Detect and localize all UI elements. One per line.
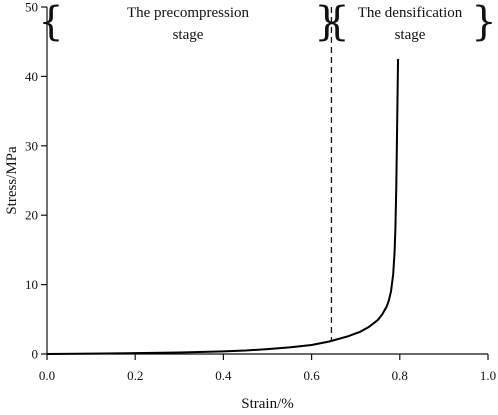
x-tick-label: 0.2 <box>127 368 143 383</box>
x-tick-label: 1.0 <box>480 368 496 383</box>
precompression-stage-label-line2: stage <box>173 27 204 43</box>
x-tick-label: 0.6 <box>303 368 320 383</box>
y-tick-label: 30 <box>25 138 38 153</box>
x-axis-ticks: 0.0 0.2 0.4 0.6 0.8 1.0 <box>39 354 496 383</box>
chart-axes <box>46 7 488 355</box>
x-tick-label: 0.4 <box>215 368 232 383</box>
precompression-stage-label-line1: The precompression <box>127 5 250 21</box>
y-tick-label: 50 <box>25 0 38 15</box>
densification-right-brace: } <box>471 0 496 45</box>
densification-stage-label-line2: stage <box>395 27 426 43</box>
densification-stage-label-line1: The densification <box>358 5 463 21</box>
densification-left-brace: { <box>324 0 349 45</box>
y-axis-ticks: 0 10 20 30 40 50 <box>25 0 47 362</box>
y-tick-label: 40 <box>25 69 38 84</box>
y-axis-title: Stress/MPa <box>4 146 20 215</box>
y-tick-label: 20 <box>25 208 38 223</box>
stage-annotations: { } The precompression stage { } The den… <box>38 0 496 45</box>
precompression-left-brace: { <box>38 0 63 45</box>
x-tick-label: 0.8 <box>392 368 408 383</box>
precompression-right-brace: } <box>314 0 339 45</box>
stress-strain-curve <box>46 59 400 355</box>
x-tick-label: 0.0 <box>39 368 55 383</box>
y-tick-label: 10 <box>25 277 38 292</box>
y-tick-label: 0 <box>32 347 39 362</box>
x-axis-title: Strain/% <box>241 396 294 412</box>
